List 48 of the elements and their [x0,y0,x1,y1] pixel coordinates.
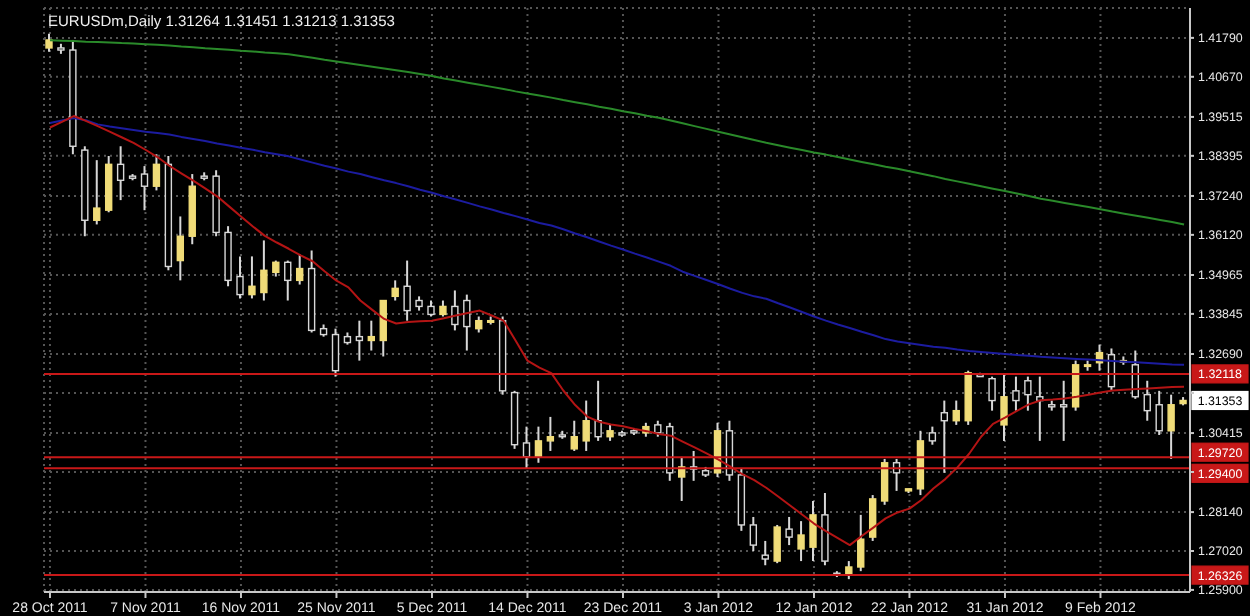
candlestick [797,520,805,563]
candlestick [284,259,292,302]
candlestick [1024,375,1032,412]
candlestick [260,239,268,302]
candlestick [463,293,471,352]
candlestick [821,491,829,567]
candlestick [236,255,244,300]
candlestick [582,399,590,452]
candlestick [880,457,889,506]
candlestick [1155,389,1163,436]
candlestick [367,319,376,352]
candlestick [176,215,185,282]
candlestick [773,523,781,565]
candlestick [868,494,877,542]
candlestick [391,279,399,302]
candlestick [45,32,53,53]
candlestick [761,539,769,567]
candlestick [964,369,972,426]
candlestick [451,289,459,332]
candlestick [940,399,949,474]
candlestick [749,515,758,553]
candlestick [331,327,340,378]
candlestick [1059,379,1068,442]
line-series [48,39,1186,226]
candlestick [1012,375,1020,412]
candlestick [988,375,996,412]
candlestick [952,399,960,426]
candlestick [93,159,101,226]
candlestick [570,419,578,452]
candlestick [1167,393,1175,460]
candlestick [546,415,555,452]
candlestick [116,145,125,202]
candlestick [809,499,817,563]
candlestick [224,225,232,288]
candlestick [140,165,149,212]
candlestick [248,255,256,300]
candlestick [594,379,602,442]
candlestick [928,425,937,446]
candlestick [857,513,865,573]
candlestick [785,515,793,547]
candlestick [1143,379,1151,422]
candlestick [152,153,161,192]
candlestick [295,253,304,286]
candlestick [403,259,411,322]
candlestick [104,155,113,214]
candlestick [355,319,364,362]
candlestick [1000,373,1008,442]
candlestick [845,560,853,581]
